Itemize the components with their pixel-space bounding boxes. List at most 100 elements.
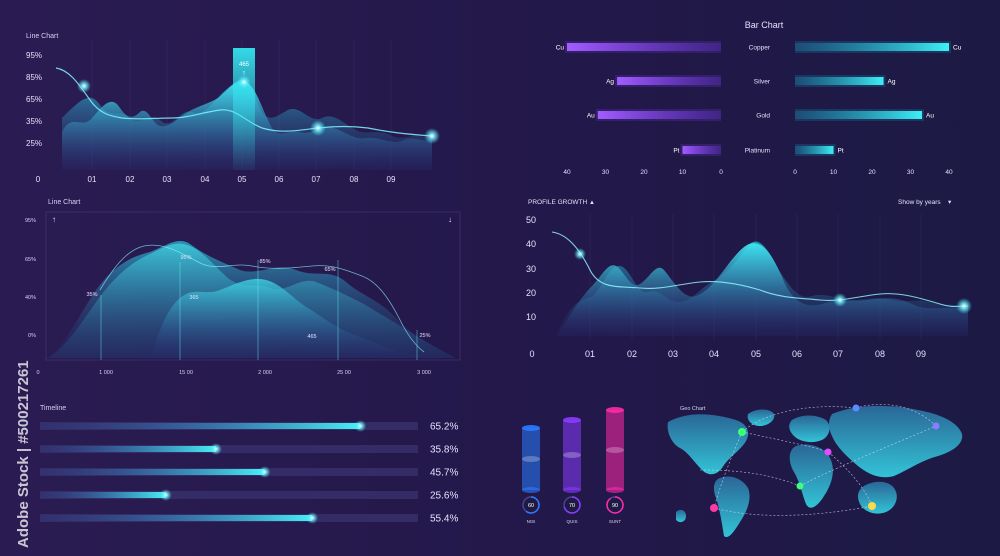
bar-symbol-label: Pt (673, 148, 679, 155)
bar[interactable] (567, 43, 721, 51)
timeline-bar[interactable] (40, 469, 265, 475)
timeline-bar[interactable] (40, 446, 216, 452)
bar-symbol-label: Ag (888, 79, 896, 86)
map-pin[interactable] (738, 428, 746, 436)
x-tick-label: 08 (350, 175, 359, 184)
north-america-shape (667, 414, 749, 475)
gauge-value-label: 60 (528, 503, 534, 509)
gauge-category-label: QUIS (566, 519, 577, 524)
x-tick-label: 01 (585, 349, 595, 359)
oceania-island-shape (676, 509, 686, 523)
map-pin[interactable] (824, 448, 832, 456)
map-pin[interactable] (852, 404, 860, 412)
chart-title: PROFILE GROWTH (528, 199, 588, 206)
timeline-bar-head (258, 466, 271, 478)
y-tick-label: 50 (526, 215, 536, 225)
map-pin[interactable] (932, 422, 940, 430)
cylinder-top (522, 425, 540, 431)
y-tick-label: 65% (26, 95, 42, 104)
world-map (667, 405, 963, 538)
x-tick-label: 40 (945, 169, 953, 176)
cylinder-gauges: 60 NISI 70 QUIS 90 SUNT (522, 407, 624, 524)
timeline-bar-head (306, 512, 319, 524)
cylinder-base (522, 487, 540, 493)
bar[interactable] (597, 111, 721, 119)
bar[interactable] (795, 77, 884, 85)
timeline-value-label: 25.6% (430, 491, 458, 502)
timeline-bar[interactable] (40, 492, 166, 498)
right-bar-series: Cu Copper Ag Silver Au Gold Pt Platinum (745, 41, 962, 156)
y-tick-label: 95% (25, 218, 36, 224)
timeline-bar-head (159, 489, 172, 501)
annotation-label: 95% (180, 255, 191, 261)
y-axis-tick-labels: 95% 65% 40% 0% (25, 218, 36, 339)
data-annotations: 35% 95% 365 85% 65% 465 25% (86, 255, 430, 340)
y-axis-tick-labels: 50 40 30 20 10 (526, 215, 536, 322)
highlight-point (237, 75, 251, 89)
timeline-value-label: 35.8% (430, 445, 458, 456)
timeline-value-label: 65.2% (430, 422, 458, 433)
glow-point (574, 248, 586, 260)
gauge-category-label: SUNT (609, 519, 622, 524)
bar-symbol-label: Ag (606, 79, 614, 86)
dropdown-label[interactable]: Show by years (898, 199, 941, 206)
bar[interactable] (617, 77, 721, 85)
cylinder-top (563, 417, 581, 423)
timeline-rows: 65.2% 35.8% 45.7% 25.6% 55.4% (40, 420, 458, 525)
annotation-label: 465 (307, 334, 316, 340)
x-axis-tick-labels: 0 1 000 15 00 2 000 25 00 3 000 (36, 370, 430, 376)
watermark: Adobe Stock | #500217261 (6, 320, 36, 550)
gauge-arc (606, 496, 624, 514)
map-pin[interactable] (796, 482, 804, 490)
chart-frame (45, 211, 461, 361)
x-tick-label: 0 (36, 175, 41, 184)
bar-category-label: Gold (756, 113, 770, 120)
x-tick-label: 04 (201, 175, 210, 184)
x-tick-label: 03 (668, 349, 678, 359)
timeline-bar[interactable] (40, 515, 313, 521)
map-pin[interactable] (710, 504, 718, 512)
x-tick-label: 30 (602, 169, 610, 176)
annotation-label: 65% (324, 267, 335, 273)
cylinder-body (606, 410, 624, 490)
bar[interactable] (795, 43, 949, 51)
bar-category-label: Copper (749, 45, 771, 52)
show-by-dropdown[interactable]: Show by years ▾ (898, 199, 952, 206)
bar-symbol-label: Cu (953, 45, 962, 52)
bar-symbol-label: Pt (838, 148, 844, 155)
x-tick-label: 01 (88, 175, 97, 184)
y-tick-label: 85% (26, 73, 42, 82)
bar[interactable] (682, 146, 722, 154)
x-tick-label: 20 (640, 169, 648, 176)
route-line (799, 425, 937, 487)
timeline-bar[interactable] (40, 423, 361, 429)
x-axis-tick-labels: 0 01 02 03 04 05 06 07 08 09 (529, 349, 926, 359)
gauge-arc (563, 496, 581, 514)
chart-title: Bar Chart (745, 20, 784, 30)
bar[interactable] (795, 111, 923, 119)
x-tick-label: 0 (529, 349, 534, 359)
bar[interactable] (795, 146, 834, 154)
africa-shape (789, 444, 833, 508)
x-tick-label: 07 (833, 349, 843, 359)
y-tick-label: 25% (26, 139, 42, 148)
chart-title: Line Chart (26, 33, 58, 40)
chart-title: Line Chart (48, 199, 80, 206)
bar-category-label: Platinum (745, 148, 770, 155)
x-tick-label: 0 (793, 169, 797, 176)
x-tick-label: 09 (916, 349, 926, 359)
x-tick-label: 0 (36, 370, 39, 376)
route-line (741, 406, 857, 433)
watermark-text: Adobe Stock | #500217261 (15, 360, 32, 548)
chevron-down-icon[interactable]: ▾ (948, 199, 952, 206)
y-tick-label: 65% (25, 257, 36, 263)
route-lines (699, 404, 937, 516)
left-x-axis-tick-labels: 40 30 20 10 0 (563, 169, 723, 176)
glow-point (956, 298, 972, 314)
route-line (827, 451, 873, 507)
map-pin[interactable] (868, 502, 876, 510)
timeline-bar-head (354, 420, 367, 432)
map-pins (710, 404, 940, 512)
gauge-value-label: 70 (569, 503, 575, 509)
timeline-track (40, 491, 418, 499)
